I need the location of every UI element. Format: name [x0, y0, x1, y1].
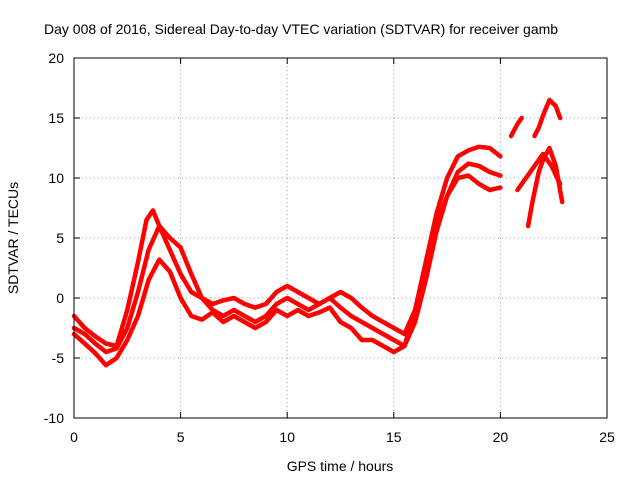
x-axis-label: GPS time / hours [287, 458, 394, 474]
x-tick-label: 0 [70, 429, 78, 445]
y-tick-label: -10 [44, 410, 64, 426]
y-axis-label: SDTVAR / TECUs [5, 182, 21, 294]
data-series-5 [525, 145, 565, 229]
y-tick-label: 5 [56, 230, 64, 246]
x-tick-label: 10 [279, 429, 295, 445]
data-series-2 [71, 161, 503, 355]
data-series-3 [71, 173, 503, 368]
x-tick-label: 20 [493, 429, 509, 445]
y-tick-label: 15 [48, 110, 64, 126]
tick-layer: 0 5 10 15 20 25 -10 -5 0 5 10 15 20 [44, 50, 615, 445]
y-tick-label: 20 [48, 50, 64, 66]
chart-title: Day 008 of 2016, Sidereal Day-to-day VTE… [44, 21, 558, 37]
y-tick-label: 0 [56, 290, 64, 306]
x-tick-label: 15 [386, 429, 402, 445]
series-layer [71, 97, 565, 368]
data-series-4 [515, 151, 563, 193]
y-tick-label: 10 [48, 170, 64, 186]
data-series-6 [532, 97, 563, 139]
data-series-7 [508, 115, 524, 139]
x-tick-label: 25 [599, 429, 615, 445]
x-tick-label: 5 [177, 429, 185, 445]
y-tick-label: -5 [52, 350, 65, 366]
